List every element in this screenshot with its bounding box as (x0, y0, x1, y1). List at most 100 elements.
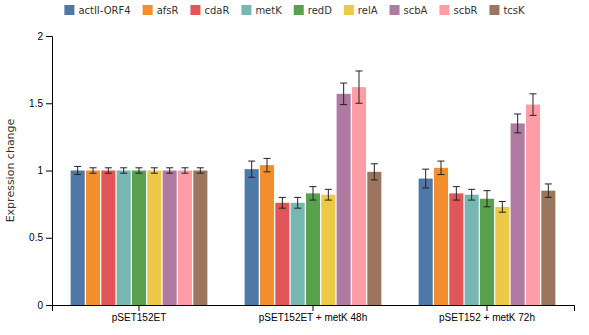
tick-label: 0 (37, 300, 43, 311)
tick: pSET152ET (112, 305, 166, 323)
legend-item: actII-ORF4 (64, 5, 130, 16)
bar (86, 171, 100, 306)
bar (367, 172, 381, 305)
legend-label: relA (358, 5, 378, 16)
error-bar (166, 168, 173, 173)
legend-swatch (489, 5, 499, 15)
tick: pSET152ET + metK 48h (259, 305, 368, 323)
bar (275, 203, 289, 305)
y-axis: 0 0.5 1 1.5 2 (29, 31, 52, 311)
series (86, 158, 448, 305)
bar (291, 203, 305, 305)
error-bar (325, 189, 332, 200)
error-bar (468, 189, 475, 200)
bar (306, 193, 320, 305)
bar (193, 171, 207, 306)
plot: pSET152ET pSET152ET + metK 48h pSET152 + m… (4, 31, 575, 323)
bar (132, 171, 146, 306)
bar (449, 193, 463, 305)
legend-swatch (143, 5, 153, 15)
tick: pSET152 + metK 72h (439, 305, 535, 323)
bar (260, 165, 274, 305)
tick-label: pSET152ET (112, 312, 166, 323)
legend-swatch (439, 5, 449, 15)
marks (71, 71, 556, 305)
error-bar (105, 168, 112, 173)
legend-swatch (390, 5, 400, 15)
axis-line (53, 306, 575, 312)
error-bar (197, 168, 204, 173)
tick-mark (46, 36, 52, 37)
legend-swatch (344, 5, 354, 15)
bar (245, 169, 259, 305)
series (101, 168, 463, 305)
tick-label: pSET152 + metK 72h (439, 312, 535, 323)
legend-swatch (294, 5, 304, 15)
bar (434, 168, 448, 305)
series (117, 168, 479, 305)
bar (71, 171, 85, 306)
error-bar (120, 168, 127, 173)
error-bar (499, 201, 506, 212)
error-bar (151, 168, 158, 173)
error-bar (355, 71, 362, 103)
error-bar (371, 164, 378, 180)
legend-label: cdaR (204, 5, 229, 16)
legend-item: afsR (143, 5, 179, 16)
legend-item: scbA (390, 5, 428, 16)
tick-mark (313, 305, 314, 311)
legend-label: afsR (157, 5, 179, 16)
bar (163, 171, 177, 306)
bar (147, 171, 161, 306)
tick: 1.5 (29, 98, 52, 109)
bar (178, 171, 192, 306)
error-bar (248, 161, 255, 177)
error-bar (514, 114, 521, 133)
tick-label: 1.5 (29, 98, 43, 109)
tick-mark (46, 238, 52, 239)
tick-mark (46, 305, 52, 306)
series (147, 168, 509, 305)
bar (465, 195, 479, 305)
tick-mark (46, 171, 52, 172)
bar (480, 199, 494, 305)
error-bar (263, 158, 270, 171)
series (163, 83, 525, 305)
series (71, 161, 433, 305)
error-bar (309, 187, 316, 200)
series (178, 71, 540, 305)
bar (541, 191, 555, 305)
legend-swatch (64, 5, 74, 15)
series (132, 168, 494, 305)
series (193, 164, 555, 305)
tick-label: 1 (37, 165, 43, 176)
error-bar (422, 169, 429, 188)
legend-label: actII-ORF4 (78, 5, 130, 16)
bar (337, 94, 351, 305)
legend-label: redD (308, 5, 332, 16)
bar (526, 105, 540, 305)
tick-mark (139, 305, 140, 311)
tick-mark (46, 103, 52, 104)
error-bar (340, 83, 347, 105)
error-bar (181, 168, 188, 173)
legend-label: scbR (453, 5, 477, 16)
tick-label: 0.5 (29, 232, 43, 243)
legend-item: cdaR (190, 5, 229, 16)
error-bar (279, 197, 286, 208)
error-bar (545, 184, 552, 197)
legend-label: tcsK (503, 5, 525, 16)
legend-item: redD (294, 5, 332, 16)
tick-label: 2 (37, 31, 43, 42)
tick: 0 (37, 300, 52, 311)
error-bar (453, 187, 460, 200)
error-bar (89, 168, 96, 173)
bar (419, 179, 433, 305)
tick: 2 (37, 31, 52, 42)
axis-line (46, 37, 53, 306)
bar (321, 195, 335, 305)
legend-item: metK (241, 5, 282, 16)
chart: pSET152ET pSET152ET + metK 48h pSET152 + m… (0, 0, 589, 335)
bar (352, 87, 366, 305)
x-axis: pSET152ET pSET152ET + metK 48h pSET152 + m… (53, 305, 575, 323)
